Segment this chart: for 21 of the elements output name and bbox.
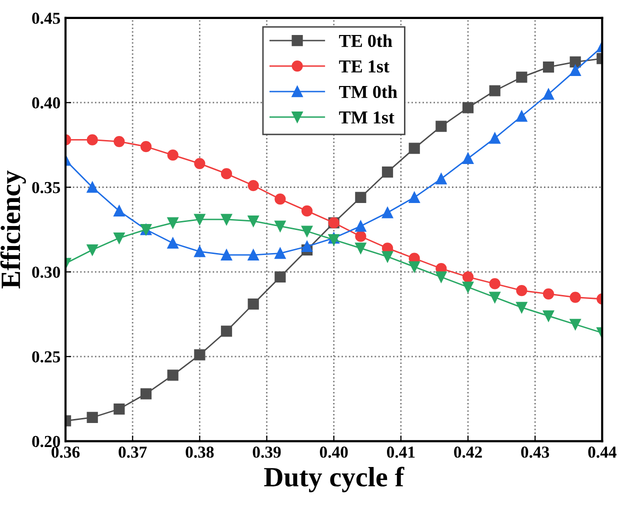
x-tick-label: 0.39 — [252, 446, 281, 458]
y-tick-label: 0.40 — [32, 97, 60, 109]
x-tick-label: 0.44 — [588, 446, 616, 458]
y-tick-label: 0.35 — [32, 182, 60, 194]
y-tick-label: 0.20 — [32, 436, 60, 448]
legend-label: TM 1st — [339, 111, 394, 124]
legend-label: TE 0th — [339, 34, 392, 48]
y-axis-title: Efficiency — [0, 170, 26, 288]
x-tick-label: 0.37 — [118, 446, 147, 458]
y-tick-label: 0.45 — [32, 12, 60, 24]
x-tick-label: 0.41 — [386, 446, 415, 458]
x-tick-label: 0.40 — [320, 446, 348, 458]
x-tick-label: 0.36 — [52, 446, 80, 458]
x-axis-title: Duty cycle f — [264, 466, 404, 492]
y-tick-label: 0.30 — [32, 266, 60, 278]
legend-label: TE 1st — [339, 60, 390, 73]
x-tick-label: 0.38 — [186, 446, 214, 458]
legend-label: TM 0th — [339, 85, 398, 98]
x-tick-label: 0.42 — [454, 446, 482, 458]
x-tick-label: 0.43 — [521, 446, 550, 458]
y-tick-label: 0.25 — [32, 351, 60, 363]
